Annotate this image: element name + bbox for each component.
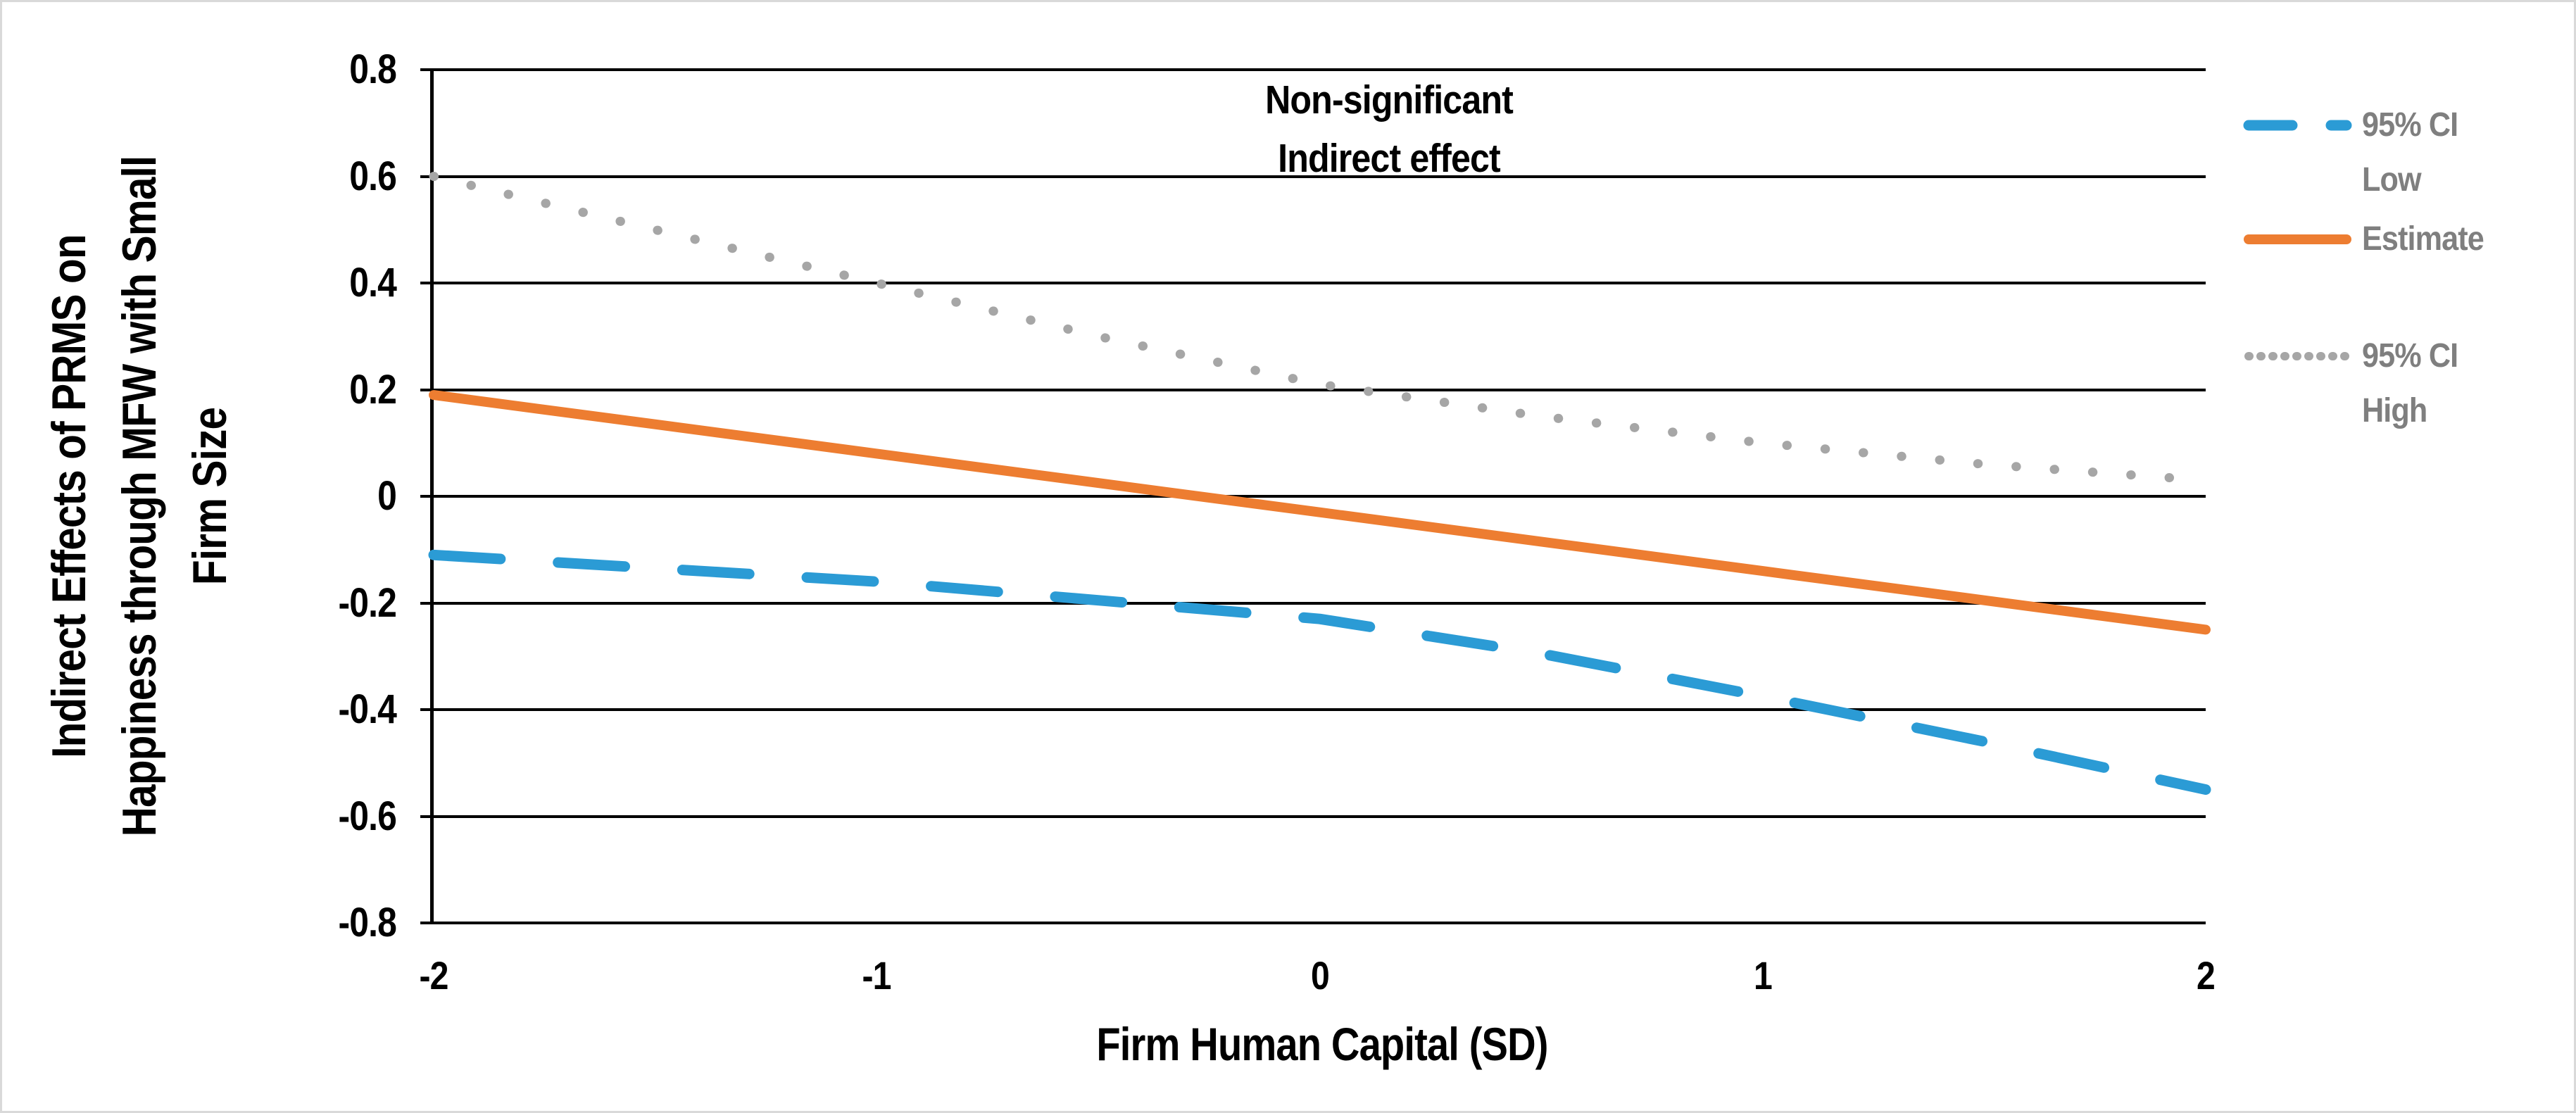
y-tick-label: 0.4 bbox=[349, 260, 397, 306]
gridline-y--0.4 bbox=[434, 708, 2206, 711]
y-axis-tick bbox=[420, 282, 430, 284]
gridline-y-0.8 bbox=[434, 68, 2206, 71]
y-axis-tick bbox=[420, 815, 430, 818]
gridline-y-0.4 bbox=[434, 282, 2206, 284]
chart-series-canvas bbox=[428, 172, 2211, 796]
x-tick-label: -1 bbox=[862, 953, 892, 998]
y-axis-tick bbox=[420, 175, 430, 178]
gridline-y-0.6 bbox=[434, 175, 2206, 178]
y-axis-title-line-1: Indirect Effects of PRMS on bbox=[42, 234, 96, 758]
y-axis-line bbox=[430, 68, 434, 924]
y-tick-label: 0 bbox=[377, 473, 397, 519]
series-line-ci_high bbox=[429, 172, 2211, 485]
gridline-y--0.6 bbox=[434, 815, 2206, 818]
y-axis-tick bbox=[420, 68, 430, 71]
y-tick-label: 0.8 bbox=[349, 46, 397, 92]
annotation-line-1: Non-significant bbox=[1265, 77, 1514, 122]
legend-marker-ci_high bbox=[2244, 352, 2351, 360]
x-tick-label: 0 bbox=[1310, 953, 1330, 998]
y-axis-title-line-3: Firm Size bbox=[183, 407, 237, 586]
y-axis-tick bbox=[420, 601, 430, 605]
legend-label-ci_high: 95% CI High bbox=[2362, 337, 2458, 429]
y-axis-tick bbox=[420, 922, 430, 924]
y-axis-title-box: Indirect Effects of PRMS on Happiness th… bbox=[23, 70, 256, 923]
y-tick-label: 0.6 bbox=[349, 153, 397, 199]
x-axis-title: Firm Human Capital (SD) bbox=[1096, 1018, 1548, 1070]
annotation-nonsignificant: Non-significant Indirect effect bbox=[1017, 71, 1761, 188]
y-axis-tick bbox=[420, 388, 430, 391]
y-axis-title: Indirect Effects of PRMS on Happiness th… bbox=[34, 91, 245, 902]
y-tick-label: -0.2 bbox=[338, 579, 396, 626]
y-axis-tick bbox=[420, 495, 430, 498]
gridline-y-0.2 bbox=[434, 388, 2206, 391]
gridline-y--0.2 bbox=[434, 601, 2206, 605]
gridline-y-0 bbox=[434, 495, 2206, 498]
annotation-line-2: Indirect effect bbox=[1278, 136, 1501, 181]
series-line-ci_low bbox=[428, 549, 2211, 796]
legend-label-ci_low: 95% CI Low bbox=[2362, 106, 2458, 199]
series-line-estimate bbox=[429, 390, 2211, 635]
legend-label-estimate: Estimate bbox=[2362, 220, 2484, 258]
y-tick-label: -0.6 bbox=[338, 793, 396, 839]
x-tick-label: 2 bbox=[2197, 953, 2216, 998]
y-axis-title-line-2: Happiness through MFW with Small bbox=[113, 156, 166, 837]
y-tick-label: -0.8 bbox=[338, 900, 396, 945]
y-tick-label: 0.2 bbox=[349, 366, 397, 413]
y-axis-tick bbox=[420, 708, 430, 711]
x-tick-label: -2 bbox=[419, 953, 448, 998]
gridline-y--0.8 bbox=[434, 922, 2206, 924]
legend-marker-ci_low bbox=[2243, 120, 2352, 131]
x-tick-label: 1 bbox=[1753, 953, 1773, 998]
legend-marker-estimate bbox=[2244, 234, 2351, 244]
y-tick-label: -0.4 bbox=[338, 686, 396, 732]
